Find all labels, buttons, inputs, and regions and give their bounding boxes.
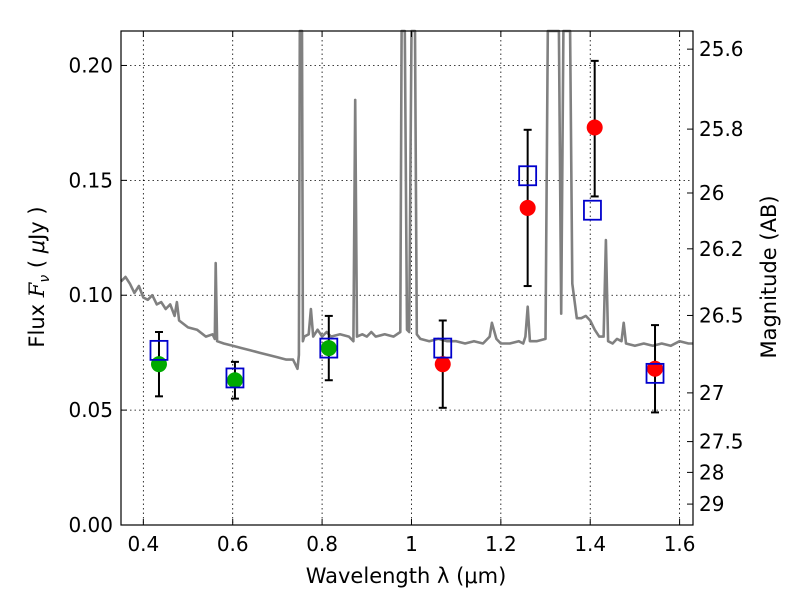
model-square-marker bbox=[319, 337, 339, 359]
right-tick-label: 26.2 bbox=[699, 237, 744, 261]
x-tick-label: 0.6 bbox=[217, 532, 249, 556]
model-square-marker bbox=[518, 165, 538, 187]
right-tick-label: 25.6 bbox=[699, 37, 744, 61]
red-observed-marker bbox=[586, 119, 603, 136]
y-tick-label: 0.05 bbox=[68, 398, 113, 422]
x-tick-label: 0.4 bbox=[127, 532, 159, 556]
red-observed-marker bbox=[519, 199, 536, 216]
right-tick-label: 25.8 bbox=[699, 117, 744, 141]
y-axis-label: Flux Fν ( μJy ) bbox=[25, 206, 53, 347]
right-axis-label: Magnitude (AB) bbox=[757, 195, 781, 358]
x-tick-label: 1 bbox=[405, 532, 418, 556]
right-tick-label: 27 bbox=[699, 381, 724, 405]
green-observed-marker bbox=[226, 372, 243, 389]
model-spectrum bbox=[120, 29, 693, 371]
right-tick-label: 26 bbox=[699, 181, 724, 205]
right-tick-label: 27.5 bbox=[699, 430, 744, 454]
y-tick-label: 0.20 bbox=[68, 53, 113, 77]
y-label-f: F bbox=[25, 281, 49, 298]
red-observed-marker bbox=[434, 356, 451, 373]
x-axis-label: Wavelength λ (μm) bbox=[306, 564, 507, 588]
y-label-flux: Flux bbox=[25, 297, 49, 347]
model-square-marker bbox=[149, 339, 169, 361]
x-tick-label: 1.2 bbox=[485, 532, 517, 556]
spectrum-line bbox=[120, 29, 693, 371]
x-tick-label: 1.6 bbox=[664, 532, 696, 556]
model-square-marker bbox=[433, 337, 453, 359]
y-tick-label: 0.15 bbox=[68, 168, 113, 192]
y-label-mu: μ bbox=[25, 240, 49, 254]
y-label-nu: ν bbox=[37, 275, 53, 283]
axis-ticks: 0.4 0.6 0.8 1 1.2 1.4 1.6 0.00 0.05 0.10 0.15 0.20 2… bbox=[68, 31, 744, 556]
x-tick-label: 0.8 bbox=[306, 532, 338, 556]
y-tick-label: 0.10 bbox=[68, 283, 113, 307]
x-tick-label: 1.4 bbox=[574, 532, 606, 556]
data-markers bbox=[149, 119, 665, 389]
green-observed-marker bbox=[320, 340, 337, 357]
plot-frame bbox=[120, 30, 694, 526]
model-square-marker bbox=[225, 367, 245, 389]
right-tick-label: 29 bbox=[699, 492, 724, 516]
y-label-open: ( bbox=[25, 253, 49, 275]
right-tick-label: 26.5 bbox=[699, 303, 744, 327]
y-label-jy: Jy ) bbox=[25, 206, 49, 242]
y-tick-label: 0.00 bbox=[68, 513, 113, 537]
right-tick-label: 28 bbox=[699, 460, 724, 484]
red-observed-marker bbox=[647, 360, 664, 377]
model-square-marker bbox=[645, 362, 665, 384]
model-square-marker bbox=[583, 199, 602, 221]
green-observed-marker bbox=[150, 356, 167, 373]
